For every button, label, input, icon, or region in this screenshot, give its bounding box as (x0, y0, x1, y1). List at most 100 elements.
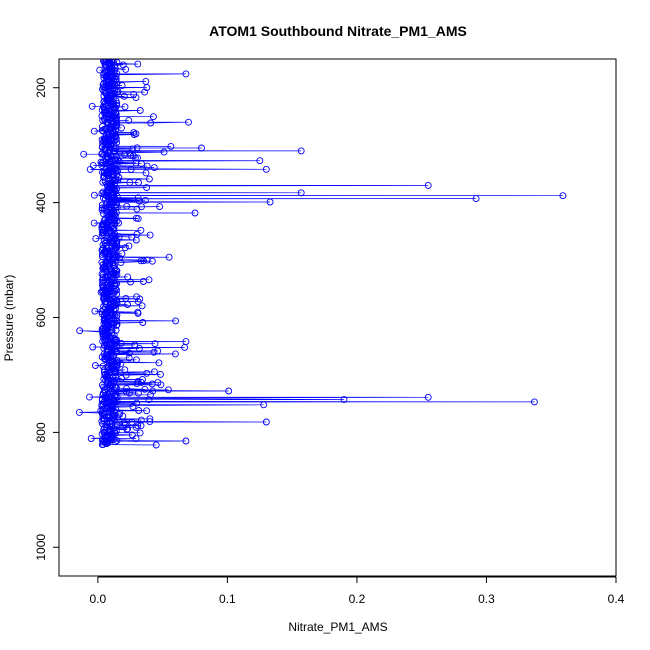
data-point (91, 362, 99, 369)
data-point (115, 219, 123, 227)
data-point (340, 396, 348, 404)
data-point (146, 231, 154, 239)
data-point (146, 415, 154, 423)
data-point (99, 230, 107, 238)
data-point (113, 271, 121, 278)
data-point (98, 162, 106, 169)
data-point (123, 426, 131, 434)
x-tick-label: 0.3 (478, 592, 495, 606)
data-point (171, 350, 179, 358)
chart-title: ATOM1 Southbound Nitrate_PM1_AMS (209, 23, 467, 39)
data-point (100, 366, 108, 374)
data-point (162, 50, 168, 56)
data-point (136, 429, 144, 437)
data-point (133, 380, 141, 388)
data-point (143, 369, 151, 377)
data-point (98, 229, 106, 237)
data-point (130, 131, 138, 139)
data-point (182, 437, 190, 445)
data-point (131, 154, 139, 162)
data-point (127, 165, 135, 173)
data-point (424, 393, 432, 401)
data-point (122, 294, 130, 302)
data-point (262, 418, 270, 426)
x-tick-label: 0.0 (90, 592, 107, 606)
data-point (134, 389, 142, 397)
data-point (559, 192, 567, 200)
y-tick-label: 400 (34, 192, 48, 212)
data-point (122, 371, 130, 379)
data-point (80, 150, 88, 158)
data-point (117, 339, 125, 347)
data-point (100, 190, 108, 198)
data-point (131, 341, 139, 349)
data-point (198, 144, 205, 152)
data-point (160, 148, 168, 156)
data-point (98, 201, 106, 209)
data-point (98, 159, 106, 167)
data-point (149, 113, 157, 121)
x-tick-label: 0.2 (349, 592, 366, 606)
data-point (133, 205, 141, 213)
data-point (172, 317, 180, 325)
data-point (100, 173, 108, 181)
data-point (109, 436, 117, 444)
data-point (155, 359, 163, 367)
data-point (90, 219, 98, 227)
data-point (157, 381, 165, 389)
data-point (120, 92, 128, 100)
data-point (121, 103, 129, 111)
data-point (139, 278, 147, 285)
data-point (136, 107, 144, 114)
y-axis: 200 400 600 800 1000 (34, 77, 60, 561)
data-point (125, 242, 133, 250)
data-point (147, 391, 154, 399)
data-point (132, 236, 140, 244)
data-layer (75, 50, 567, 449)
data-point (103, 188, 111, 196)
data-point (156, 203, 164, 211)
data-point (154, 347, 162, 355)
x-tick-label: 0.4 (608, 592, 625, 606)
data-point (137, 422, 145, 430)
data-point (92, 235, 100, 243)
data-point (134, 422, 142, 430)
data-point (118, 82, 126, 90)
data-point (103, 376, 111, 384)
data-point (152, 441, 160, 449)
data-point (125, 389, 133, 397)
data-point (132, 435, 140, 443)
data-point (142, 169, 150, 177)
data-point (88, 102, 96, 110)
data-point (89, 343, 97, 351)
data-point (99, 127, 107, 135)
data-point (117, 360, 125, 368)
data-point (143, 184, 151, 192)
data-point (104, 256, 112, 264)
data-point (256, 157, 264, 165)
data-point (125, 349, 133, 357)
data-point (124, 301, 131, 308)
data-point (139, 376, 146, 383)
data-point (112, 339, 120, 346)
x-tick-label: 0.1 (219, 592, 236, 606)
y-tick-label: 800 (34, 422, 48, 442)
data-point (125, 116, 133, 124)
data-point (145, 396, 153, 404)
data-point (262, 165, 270, 173)
data-point (134, 194, 142, 202)
data-point (134, 154, 141, 162)
data-point (115, 411, 123, 419)
data-point (112, 321, 120, 329)
data-point (100, 410, 108, 418)
data-point (185, 118, 192, 126)
data-point (132, 356, 140, 364)
data-point (134, 60, 142, 68)
data-point (123, 202, 131, 210)
data-point (137, 160, 145, 168)
data-point (128, 431, 136, 439)
y-tick-label: 200 (34, 77, 48, 97)
data-point (424, 181, 432, 189)
data-point (260, 401, 268, 409)
